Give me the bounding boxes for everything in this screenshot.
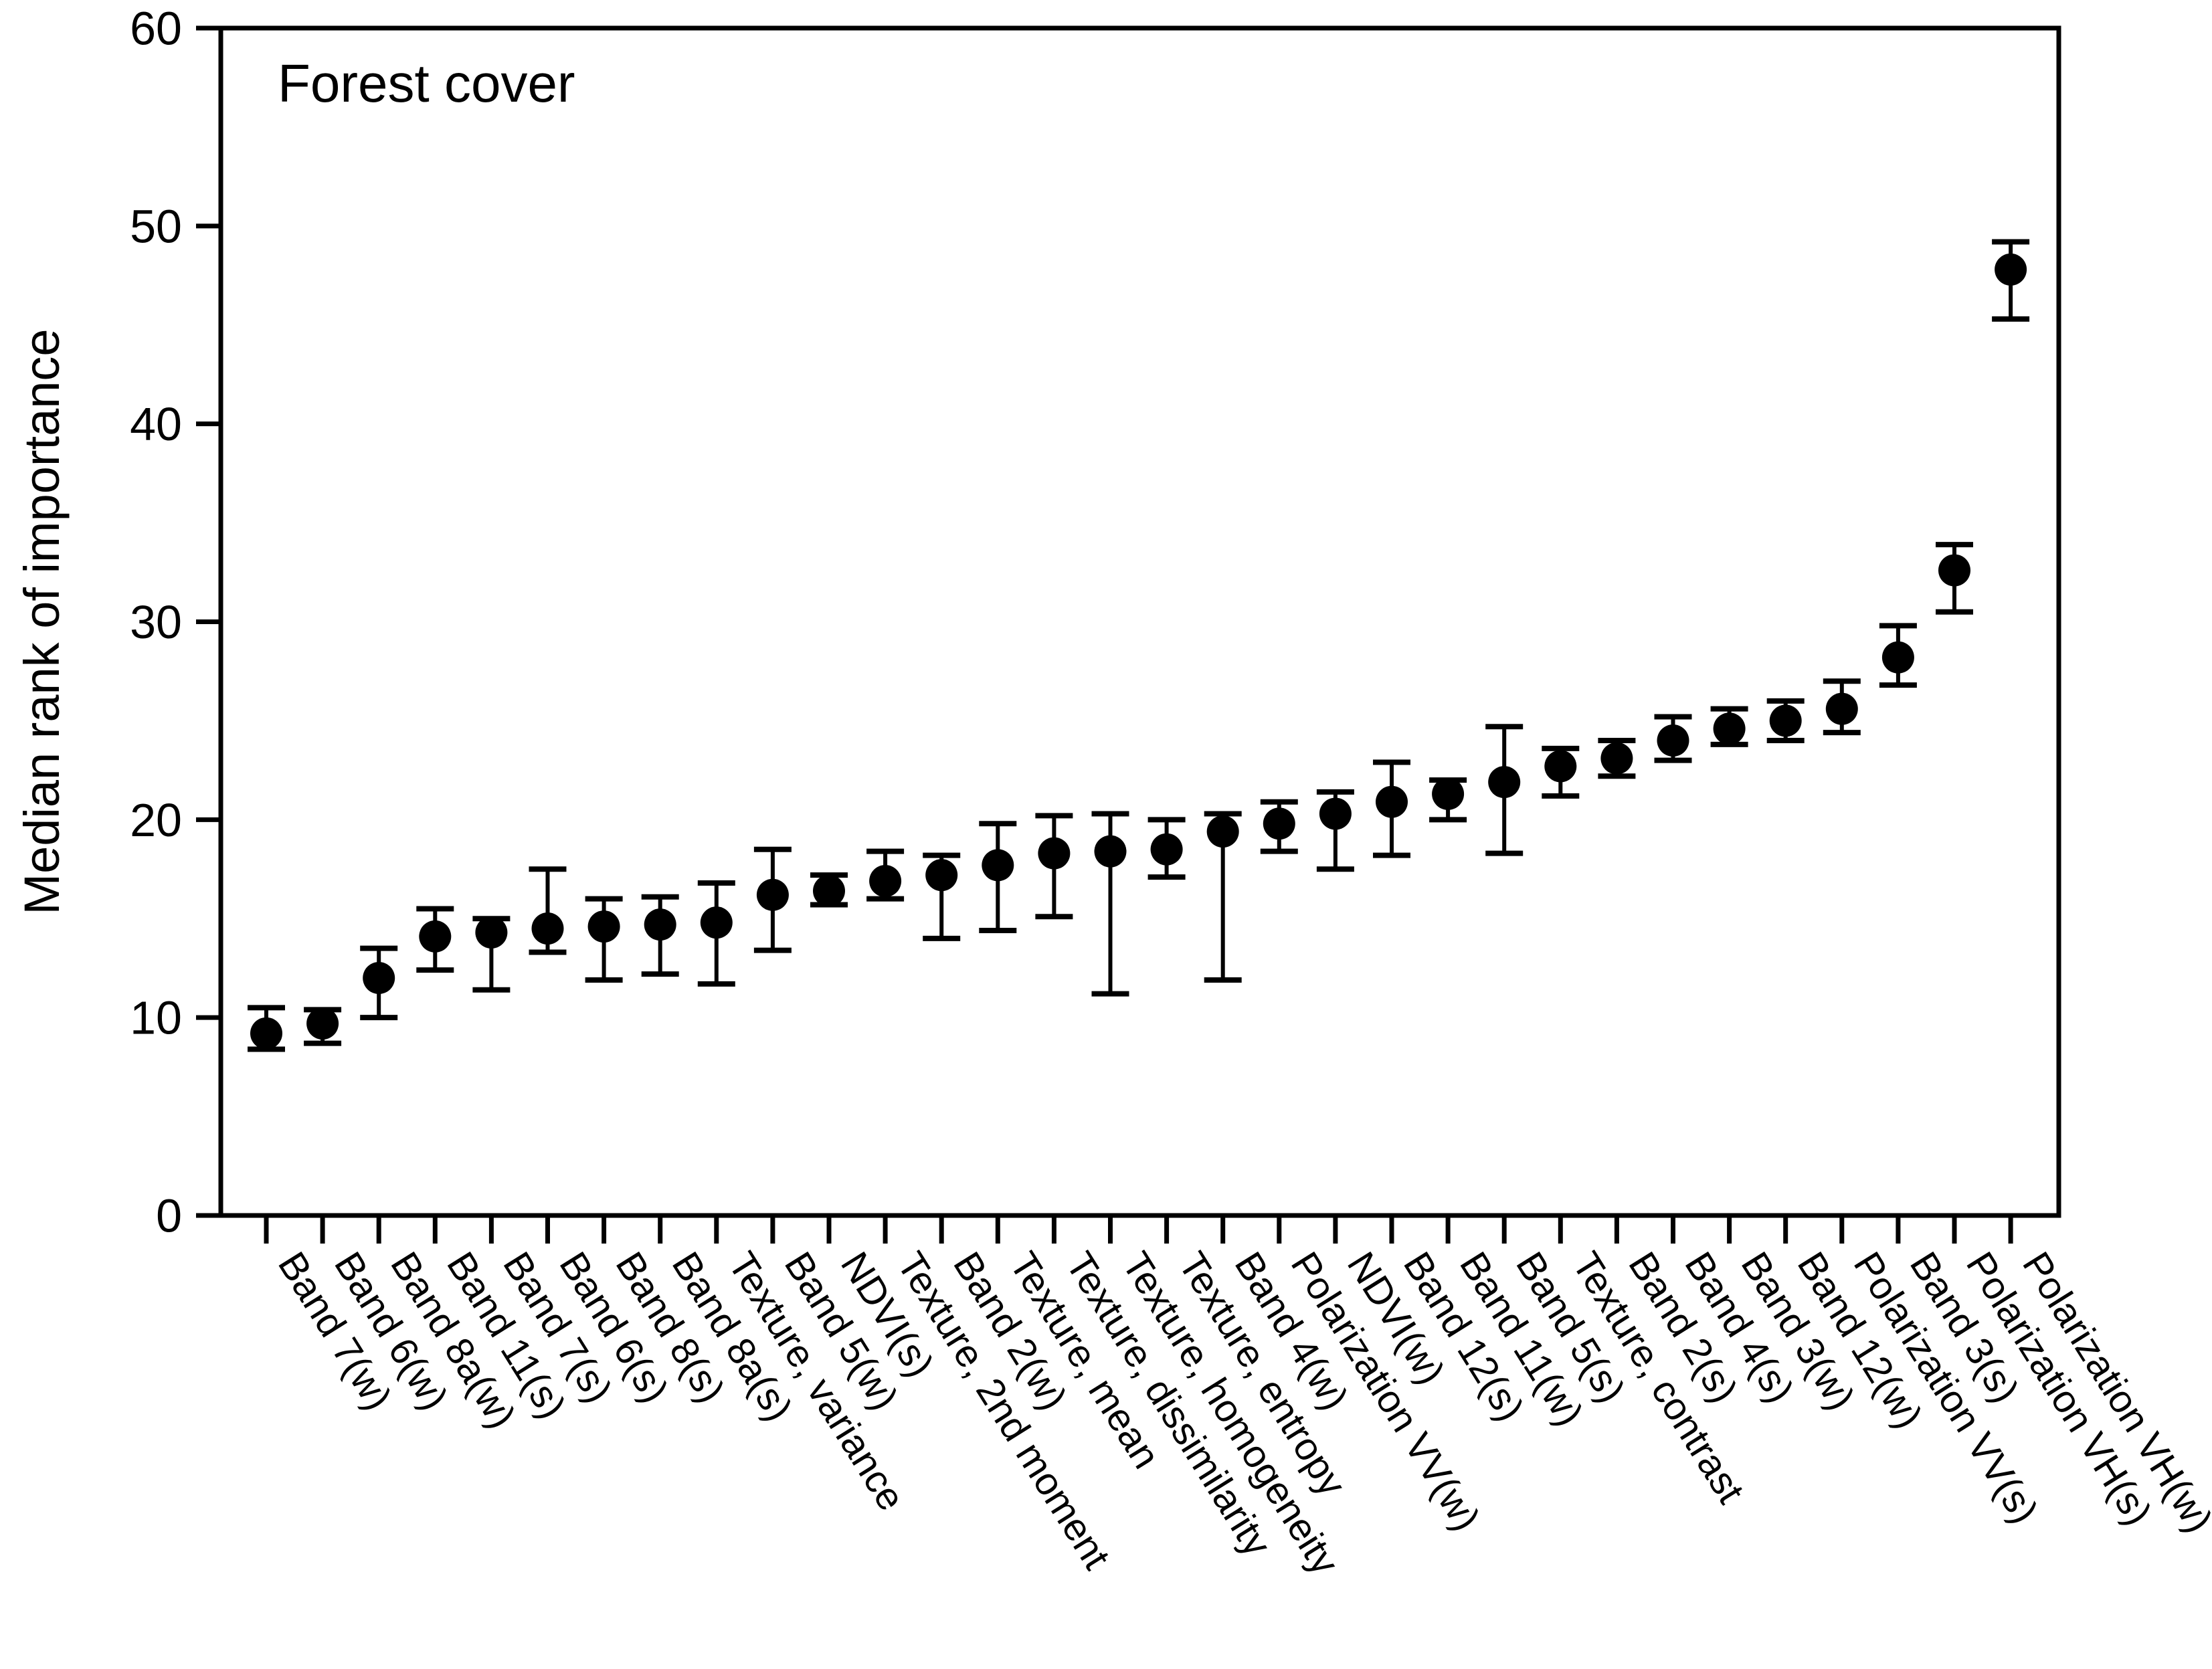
data-point: [1542, 745, 1580, 799]
data-marker: [1432, 777, 1465, 810]
data-marker: [813, 874, 845, 907]
data-marker: [1263, 807, 1295, 840]
data-point: [1316, 789, 1354, 872]
y-axis-label: Median rank of importance: [14, 328, 70, 914]
data-marker: [587, 910, 620, 943]
data-point: [472, 916, 511, 993]
data-marker: [250, 1017, 282, 1050]
data-marker: [1713, 712, 1746, 745]
data-point: [416, 906, 454, 973]
data-marker: [1825, 692, 1858, 725]
x-axis-labels: Band 7(w)Band 6(w)Band 8a(w)Band 11(s)Ba…: [270, 1244, 2212, 1582]
data-point: [1485, 724, 1524, 856]
y-tick-label: 60: [130, 3, 182, 55]
data-marker: [1881, 641, 1914, 674]
data-point: [1710, 706, 1748, 747]
y-tick-label: 50: [130, 200, 182, 252]
data-marker: [1094, 835, 1127, 868]
data-point: [1654, 714, 1692, 763]
data-point: [1373, 759, 1410, 858]
data-marker: [1150, 833, 1183, 866]
data-point: [923, 852, 961, 941]
data-point: [1429, 777, 1467, 823]
data-marker: [1038, 837, 1071, 870]
data-point: [1260, 799, 1298, 854]
data-marker: [531, 912, 564, 945]
data-marker: [475, 916, 508, 949]
data-marker: [925, 859, 958, 892]
data-point: [810, 872, 848, 908]
data-marker: [700, 906, 733, 939]
data-point: [866, 848, 905, 902]
plot-frame: [218, 25, 2061, 1218]
data-marker: [1938, 554, 1970, 587]
data-marker: [1376, 785, 1408, 818]
data-marker: [1769, 704, 1802, 737]
data-marker: [644, 908, 676, 941]
data-point: [697, 880, 735, 987]
y-tick-label: 0: [156, 1190, 182, 1242]
chart-title: Forest cover: [278, 54, 575, 113]
data-point: [1204, 811, 1242, 983]
data-point: [1766, 698, 1805, 743]
data-marker: [1488, 766, 1521, 799]
data-point: [1879, 623, 1917, 688]
data-series: [248, 239, 2030, 1052]
y-axis-ticks: 0 10 20 30 40 50 60: [130, 3, 221, 1242]
data-point: [1091, 811, 1129, 997]
data-point: [360, 945, 398, 1021]
data-point: [979, 821, 1017, 933]
x-axis-ticks: [264, 1215, 2013, 1244]
data-point: [641, 894, 679, 977]
data-marker: [1657, 724, 1689, 757]
data-point: [529, 866, 567, 955]
y-tick-label: 10: [130, 992, 182, 1044]
data-point: [585, 896, 623, 983]
data-point: [1147, 817, 1186, 880]
data-marker: [982, 849, 1014, 882]
data-marker: [1319, 797, 1352, 830]
data-point: [1598, 738, 1636, 779]
data-marker: [869, 865, 902, 898]
data-point: [1823, 678, 1861, 736]
data-point: [1035, 813, 1073, 920]
data-marker: [306, 1007, 339, 1040]
data-marker: [363, 962, 395, 994]
data-marker: [1600, 742, 1633, 775]
data-point: [1992, 239, 2030, 322]
y-tick-label: 40: [130, 398, 182, 450]
data-marker: [1544, 750, 1577, 783]
data-point: [304, 1007, 342, 1046]
y-tick-label: 30: [130, 596, 182, 648]
data-marker: [756, 878, 789, 911]
data-marker: [1206, 815, 1239, 848]
y-tick-label: 20: [130, 794, 182, 846]
data-point: [248, 1005, 285, 1052]
data-point: [1936, 542, 1973, 615]
data-marker: [1995, 253, 2027, 286]
data-marker: [419, 920, 452, 953]
data-point: [753, 846, 792, 953]
